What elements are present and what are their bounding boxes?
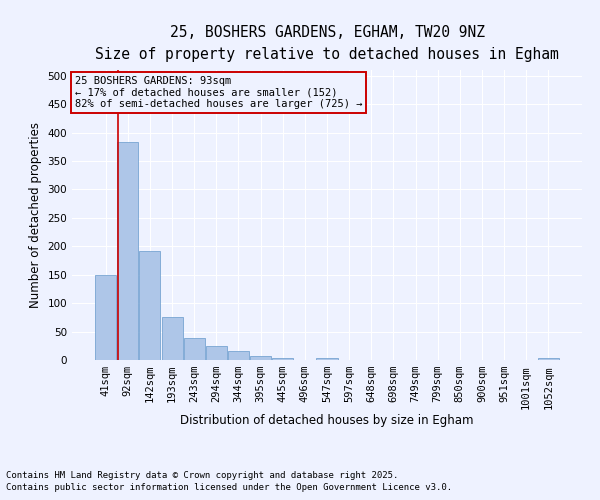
Bar — [184, 338, 205, 360]
Bar — [206, 346, 227, 360]
Bar — [118, 142, 139, 360]
Bar — [228, 352, 249, 360]
Title: 25, BOSHERS GARDENS, EGHAM, TW20 9NZ
Size of property relative to detached house: 25, BOSHERS GARDENS, EGHAM, TW20 9NZ Siz… — [95, 24, 559, 62]
Bar — [316, 358, 338, 360]
Bar — [538, 358, 559, 360]
Y-axis label: Number of detached properties: Number of detached properties — [29, 122, 42, 308]
Bar — [161, 317, 182, 360]
X-axis label: Distribution of detached houses by size in Egham: Distribution of detached houses by size … — [180, 414, 474, 427]
Text: Contains HM Land Registry data © Crown copyright and database right 2025.
Contai: Contains HM Land Registry data © Crown c… — [6, 471, 452, 492]
Text: 25 BOSHERS GARDENS: 93sqm
← 17% of detached houses are smaller (152)
82% of semi: 25 BOSHERS GARDENS: 93sqm ← 17% of detac… — [74, 76, 362, 109]
Bar — [250, 356, 271, 360]
Bar — [272, 358, 293, 360]
Bar — [139, 251, 160, 360]
Bar — [95, 274, 116, 360]
